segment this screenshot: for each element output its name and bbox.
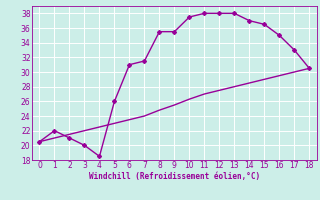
X-axis label: Windchill (Refroidissement éolien,°C): Windchill (Refroidissement éolien,°C) xyxy=(89,172,260,181)
